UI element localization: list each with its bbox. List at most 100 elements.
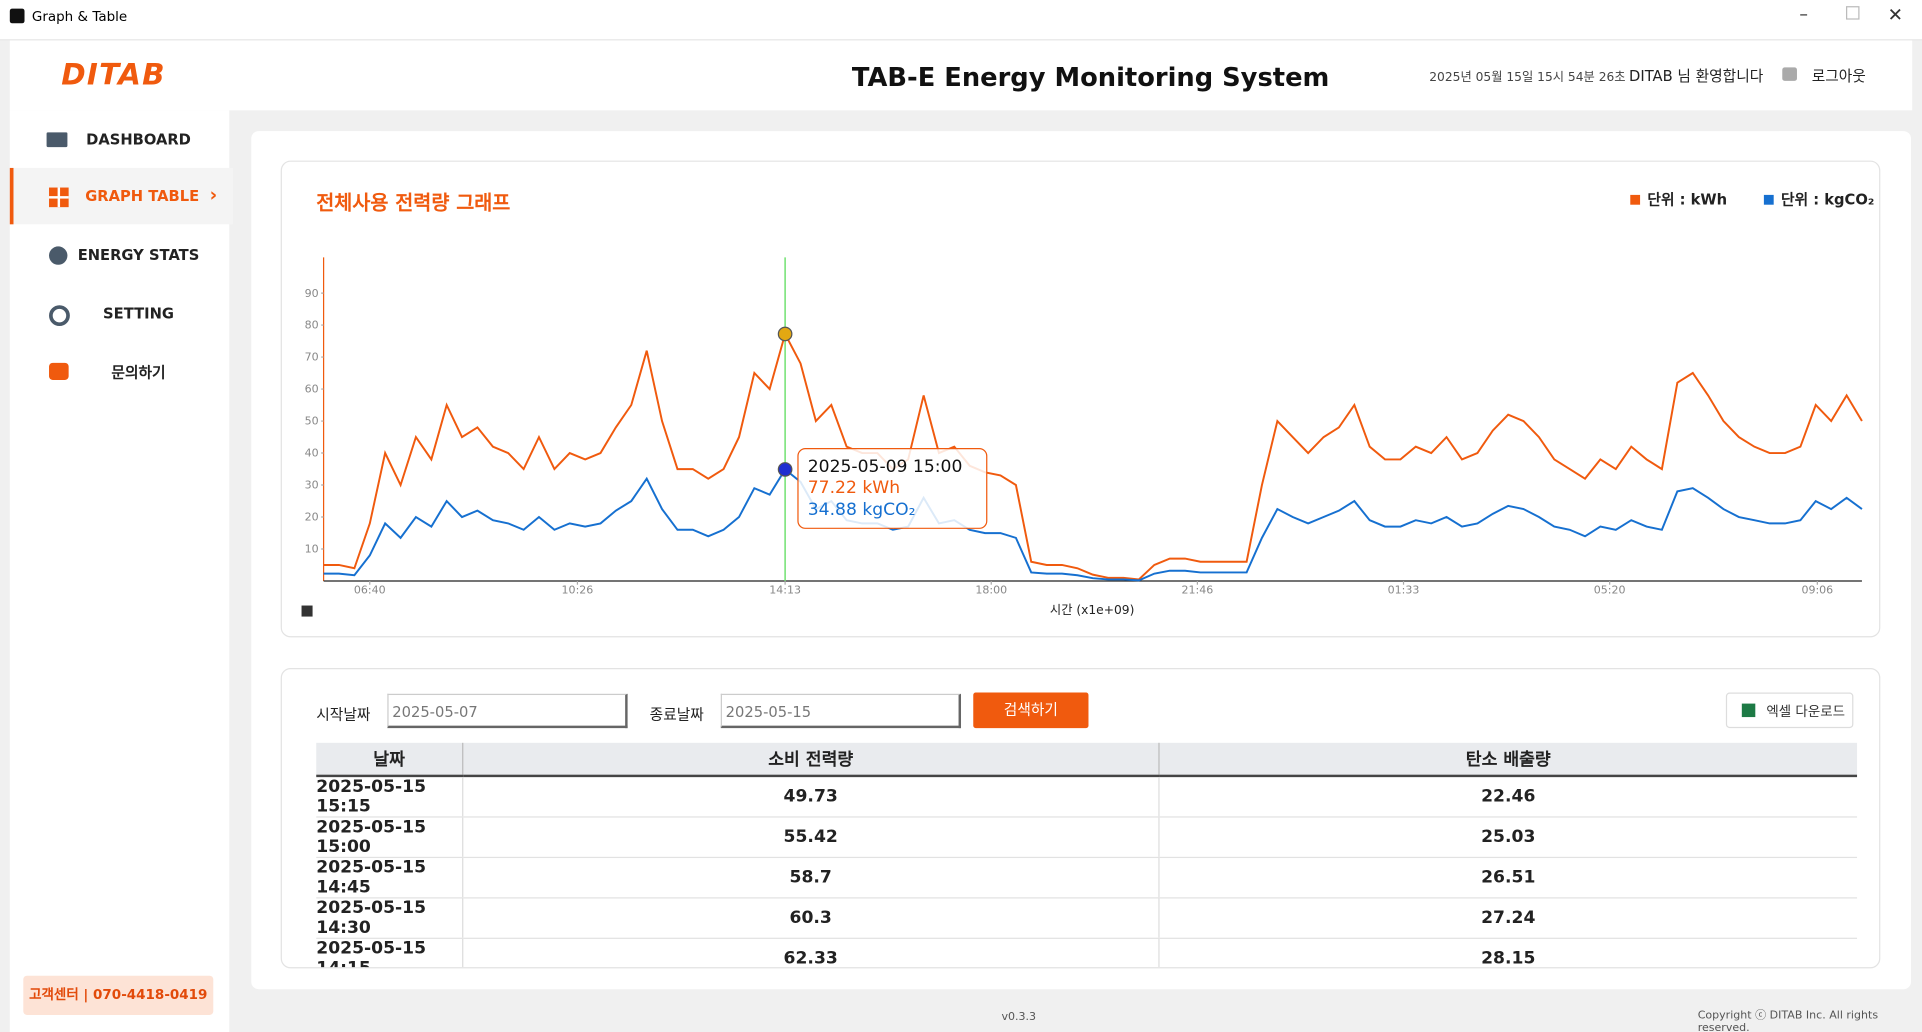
nav-label: 문의하기 bbox=[111, 363, 166, 381]
table-cell: 49.73 bbox=[461, 775, 1159, 818]
y-tick-label: 40 bbox=[305, 447, 319, 460]
nav-icon bbox=[49, 362, 69, 380]
table-cell: 26.51 bbox=[1158, 857, 1858, 899]
table-cell: 62.33 bbox=[461, 938, 1159, 968]
welcome: DITAB 님 환영합니다 bbox=[1629, 67, 1764, 85]
y-tick-label: 10 bbox=[305, 543, 319, 556]
table-cell: 2025-05-15 15:15 bbox=[316, 775, 463, 818]
table-row: 2025-05-15 14:45 58.7 26.51 bbox=[316, 857, 1858, 899]
sidebar: DASHBOARD GRAPH TABLE › ENERGY STATS SETT… bbox=[9, 110, 233, 1032]
nav-item[interactable]: SETTING bbox=[10, 286, 229, 342]
nav-item[interactable]: ENERGY STATS bbox=[10, 227, 229, 283]
chart-title: 전체사용 전력량 그래프 bbox=[316, 191, 511, 215]
table-cell: 2025-05-15 14:30 bbox=[316, 897, 463, 939]
y-tick-label: 80 bbox=[305, 319, 319, 332]
table-row: 2025-05-15 15:15 49.73 22.46 bbox=[316, 775, 1858, 818]
y-tick-label: 20 bbox=[305, 511, 319, 524]
legend-item: 단위 : kgCO₂ bbox=[1763, 189, 1875, 210]
table-cell: 55.42 bbox=[461, 816, 1159, 859]
legend-swatch bbox=[1630, 194, 1641, 205]
logo: DITAB bbox=[61, 57, 166, 92]
logout[interactable]: 로그아웃 bbox=[1811, 67, 1866, 85]
chevron: › bbox=[209, 183, 218, 206]
nav-icon bbox=[49, 305, 70, 327]
nav-item[interactable]: DASHBOARD bbox=[10, 112, 229, 168]
autoscale-icon bbox=[301, 605, 313, 617]
hover-point bbox=[777, 462, 793, 477]
window-title: Graph & Table bbox=[31, 8, 128, 25]
tooltip-kwh: 77.22 kWh bbox=[808, 478, 900, 498]
table-cell: 2025-05-15 14:15 bbox=[316, 938, 463, 968]
tooltip-time: 2025-05-09 15:00 bbox=[808, 457, 963, 477]
y-tick-label: 60 bbox=[305, 383, 319, 396]
legend-item: 단위 : kWh bbox=[1630, 189, 1727, 210]
table-cell: 60.3 bbox=[461, 897, 1159, 939]
logout-icon bbox=[1782, 67, 1797, 81]
close[interactable]: ✕ bbox=[1887, 3, 1904, 26]
legend: 단위 : kWh 단위 : kgCO₂ bbox=[1630, 189, 1874, 210]
excel-icon bbox=[1741, 703, 1756, 718]
x-axis-label: 시간 (x1e+09) bbox=[1050, 603, 1134, 617]
end-label: 종료날짜 bbox=[649, 706, 704, 724]
start-label: 시작날짜 bbox=[316, 706, 371, 724]
nav-icon bbox=[46, 132, 68, 148]
table-row: 2025-05-15 14:15 62.33 28.15 bbox=[316, 938, 1858, 968]
column-header: 소비 전력량 bbox=[461, 742, 1159, 778]
search-button[interactable]: 검색하기 bbox=[973, 692, 1089, 729]
support-contact[interactable]: 고객센터 | 070-4418-0419 bbox=[23, 975, 214, 1015]
version: v0.3.3 bbox=[1001, 1011, 1037, 1024]
x-tick-label: 09:06 bbox=[1801, 583, 1833, 596]
series-line bbox=[323, 468, 1863, 582]
hover-point bbox=[777, 326, 793, 342]
x-tick-label: 01:33 bbox=[1388, 583, 1420, 596]
nav-label: DASHBOARD bbox=[86, 131, 191, 149]
nav-icon bbox=[49, 246, 68, 265]
x-tick-label: 14:13 bbox=[769, 583, 801, 596]
app-icon bbox=[9, 8, 25, 24]
maximize[interactable] bbox=[1846, 6, 1860, 20]
data-table: 날짜 소비 전력량 탄소 배출량 2025-05-15 15:15 49.73 22.46… bbox=[316, 742, 1858, 968]
nav-item[interactable]: 문의하기 bbox=[10, 343, 229, 399]
end-date[interactable]: 2025-05-15 bbox=[720, 693, 962, 729]
column-header: 날짜 bbox=[316, 742, 463, 778]
y-tick-label: 70 bbox=[305, 351, 319, 364]
x-tick-label: 05:20 bbox=[1594, 583, 1626, 596]
x-tick-label: 10:26 bbox=[562, 583, 594, 596]
tooltip-co2: 34.88 kgCO₂ bbox=[808, 500, 916, 520]
series-line bbox=[323, 331, 1863, 581]
y-tick-label: 90 bbox=[305, 287, 319, 300]
y-tick-label: 30 bbox=[305, 479, 319, 492]
x-tick-label: 06:40 bbox=[354, 583, 386, 596]
table-row: 2025-05-15 15:00 55.42 25.03 bbox=[316, 816, 1858, 859]
legend-swatch bbox=[1763, 194, 1774, 205]
chart: 10 20 30 40 50 60 70 80 90 06:40 10:26 14:13 18:00 21… bbox=[301, 257, 1863, 617]
excel-button[interactable]: 엑셀 다운로드 bbox=[1725, 692, 1854, 729]
datetime: 2025년 05월 15일 15시 54분 26초 bbox=[1429, 71, 1626, 85]
table-cell: 2025-05-15 14:45 bbox=[316, 857, 463, 899]
x-tick-label: 18:00 bbox=[975, 583, 1007, 596]
table-cell: 25.03 bbox=[1158, 816, 1858, 859]
table-cell: 2025-05-15 15:00 bbox=[316, 816, 463, 859]
table-cell: 22.46 bbox=[1158, 775, 1858, 818]
legend-label: 단위 : kWh bbox=[1647, 191, 1728, 209]
start-date[interactable]: 2025-05-07 bbox=[387, 693, 628, 729]
table-row: 2025-05-15 14:30 60.3 27.24 bbox=[316, 897, 1858, 939]
table-cell: 27.24 bbox=[1158, 897, 1858, 939]
nav-label: ENERGY STATS bbox=[77, 246, 200, 264]
table-card: 시작날짜 2025-05-07 종료날짜 2025-05-15 검색하기 엑셀 … bbox=[280, 668, 1881, 969]
nav-icon bbox=[49, 187, 69, 208]
minimize[interactable]: – bbox=[1799, 4, 1809, 25]
y-tick-label: 50 bbox=[305, 415, 319, 428]
nav-label: SETTING bbox=[103, 305, 174, 323]
nav-item[interactable]: GRAPH TABLE › bbox=[9, 167, 233, 225]
nav-label: GRAPH TABLE bbox=[85, 187, 200, 205]
header-row: 날짜 소비 전력량 탄소 배출량 bbox=[316, 742, 1858, 778]
column-header: 탄소 배출량 bbox=[1158, 742, 1858, 778]
legend-label: 단위 : kgCO₂ bbox=[1781, 191, 1875, 209]
table-cell: 58.7 bbox=[461, 857, 1159, 899]
tooltip-box bbox=[797, 448, 988, 529]
chart-card: 전체사용 전력량 그래프 단위 : kWh 단위 : kgCO₂ 10 20 30 40… bbox=[280, 160, 1881, 638]
x-tick-label: 21:46 bbox=[1182, 583, 1214, 596]
